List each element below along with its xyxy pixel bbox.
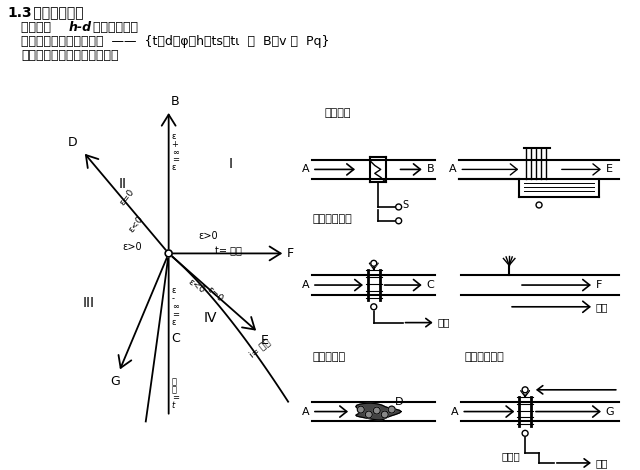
Circle shape	[396, 218, 402, 224]
Text: E: E	[605, 164, 612, 174]
Text: ε>0: ε>0	[198, 231, 218, 241]
Text: C: C	[172, 332, 180, 345]
Text: IV: IV	[204, 311, 217, 325]
Text: D: D	[67, 136, 77, 149]
Text: 凝结水: 凝结水	[502, 451, 520, 461]
Text: A: A	[451, 407, 458, 416]
Text: =: =	[172, 310, 179, 319]
Text: =: =	[172, 156, 179, 164]
Text: ε=0: ε=0	[205, 285, 225, 304]
Text: 固体吸湿剂: 固体吸湿剂	[312, 352, 345, 362]
Text: =: =	[172, 393, 179, 402]
Text: F: F	[287, 247, 294, 260]
Text: 常: 常	[172, 377, 177, 386]
Text: ε: ε	[172, 132, 176, 141]
Circle shape	[522, 387, 528, 393]
Polygon shape	[356, 403, 401, 420]
Text: C: C	[426, 280, 435, 290]
Circle shape	[371, 260, 377, 266]
Text: 电加热器: 电加热器	[325, 108, 351, 118]
Text: 1.3: 1.3	[8, 6, 32, 20]
Circle shape	[373, 407, 380, 414]
Text: 空气的状态和各状态参数  ——  {t，d，φ，h，ts，tι  ，  B，v ，  Pq}: 空气的状态和各状态参数 —— {t，d，φ，h，ts，tι ， B，v ， Pq…	[21, 35, 330, 48]
Text: h-d: h-d	[69, 21, 92, 34]
Text: -: -	[172, 294, 175, 303]
Text: 冷媒: 冷媒	[596, 458, 608, 468]
Text: G: G	[605, 407, 614, 416]
Text: 表面式冷却器: 表面式冷却器	[465, 352, 504, 362]
Text: ε>0: ε>0	[123, 242, 143, 251]
Text: t: t	[172, 401, 175, 410]
Text: A: A	[449, 164, 456, 174]
Text: A: A	[301, 280, 309, 290]
Circle shape	[388, 406, 395, 413]
Text: +: +	[172, 140, 179, 149]
Circle shape	[357, 406, 364, 413]
Text: ε<0: ε<0	[187, 277, 207, 295]
Text: S: S	[403, 200, 409, 210]
Text: 焓湿图的应用: 焓湿图的应用	[29, 6, 84, 20]
Text: 图可以表示：: 图可以表示：	[89, 21, 138, 34]
Text: ε: ε	[172, 164, 176, 172]
Text: I: I	[228, 157, 232, 172]
Text: F: F	[596, 280, 602, 290]
Circle shape	[522, 431, 528, 436]
Text: ε<0: ε<0	[127, 214, 145, 234]
Text: 蒸汽: 蒸汽	[596, 302, 608, 312]
Text: A: A	[301, 407, 309, 416]
Text: D: D	[395, 397, 403, 407]
Circle shape	[536, 202, 542, 208]
Text: G: G	[110, 375, 120, 388]
Text: 湿空气状态的变化过程如下：: 湿空气状态的变化过程如下：	[21, 49, 119, 62]
Circle shape	[396, 204, 402, 210]
Text: ∞: ∞	[172, 302, 179, 311]
Text: ε=0: ε=0	[118, 187, 136, 207]
Text: B: B	[426, 164, 434, 174]
Circle shape	[371, 304, 377, 310]
Text: 冷媒: 冷媒	[438, 318, 450, 328]
Text: ∞: ∞	[172, 148, 179, 157]
Text: E: E	[260, 335, 268, 347]
Text: 数: 数	[172, 385, 177, 394]
Text: ε: ε	[172, 318, 176, 327]
Circle shape	[365, 411, 372, 418]
Circle shape	[381, 411, 388, 418]
Text: A: A	[301, 164, 309, 174]
Text: i= 常数: i= 常数	[247, 337, 271, 359]
Text: B: B	[171, 95, 179, 108]
Circle shape	[165, 250, 172, 257]
Text: III: III	[83, 296, 95, 310]
Text: 湿空气的: 湿空气的	[21, 21, 60, 34]
Text: 表面式冷却器: 表面式冷却器	[312, 214, 352, 224]
Text: t= 常数: t= 常数	[216, 246, 243, 257]
Text: II: II	[119, 177, 127, 191]
Text: ε: ε	[172, 286, 176, 295]
